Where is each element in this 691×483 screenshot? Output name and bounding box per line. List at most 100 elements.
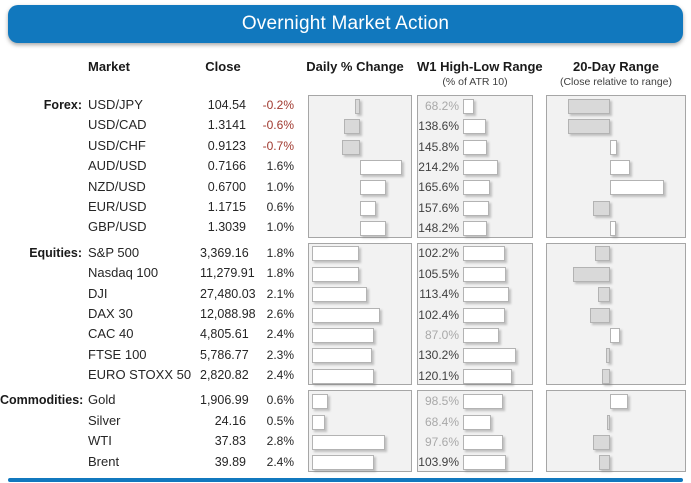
range-position-bar (609, 394, 629, 410)
close-value: 2,820.82 (200, 368, 249, 383)
w1-range-panel: 68.2% 138.6% 145.8% 214.2% 165.6% 157.6% 148.2… (417, 95, 533, 238)
daily-change-bar (312, 307, 380, 323)
range-position-bar (592, 200, 610, 216)
title-banner: Overnight Market Action (8, 5, 683, 43)
daily-pct-value: 2.3% (266, 347, 294, 362)
market-name: Silver (88, 412, 121, 428)
range-position-bar (567, 98, 610, 114)
market-table: Forex: USD/JPY 104.54 -0.2% USD/CAD 1.3141 -0.… (0, 95, 691, 477)
w1-range-value: 214.2% (418, 159, 459, 174)
section-label: Forex: (43, 98, 82, 112)
daily-pct-value: 2.6% (266, 306, 294, 321)
daily-pct-value: -0.6% (262, 118, 294, 133)
w1-range-value: 113.4% (419, 287, 459, 302)
market-name: DAX 30 (88, 305, 133, 321)
close-value: 27,480.03 (200, 286, 256, 301)
range-position-bar (609, 139, 618, 155)
daily-change-bar (312, 434, 385, 450)
daily-change-bar (312, 394, 328, 410)
daily-pct-value: 2.8% (266, 434, 294, 449)
column-header-20day-range: 20-Day Range (573, 59, 659, 74)
daily-change-bar (312, 246, 359, 262)
range-position-bar (602, 368, 610, 384)
section-label: Equities: (29, 245, 82, 260)
daily-change-panel (308, 95, 412, 238)
close-value: 104.54 (207, 98, 246, 112)
w1-range-value: 130.2% (418, 348, 459, 363)
w1-range-panel: 102.2% 105.5% 113.4% 102.4% 87.0% 130.2% 120.1… (417, 242, 533, 386)
w1-range-bar (463, 307, 505, 323)
close-value: 37.83 (214, 434, 246, 449)
column-subheader-20day: (Close relative to range) (559, 76, 673, 88)
daily-pct-value: 0.5% (266, 413, 294, 428)
market-name: DJI (88, 285, 108, 301)
close-value: 4,805.61 (200, 327, 249, 342)
daily-change-panel (308, 242, 412, 386)
market-name: FTSE 100 (88, 346, 147, 362)
w1-range-bar (463, 119, 486, 135)
w1-range-bar (463, 200, 489, 216)
w1-range-value: 102.4% (418, 307, 459, 322)
range-position-bar (592, 434, 610, 450)
w1-range-value: 68.2% (424, 98, 459, 113)
market-section: Forex: USD/JPY 104.54 -0.2% USD/CAD 1.3141 -0.… (0, 95, 691, 238)
market-name: WTI (88, 433, 112, 449)
range-position-bar (606, 348, 610, 364)
close-value: 1.1715 (207, 199, 246, 214)
market-name: USD/CHF (88, 137, 146, 153)
daily-change-bar (312, 455, 375, 471)
daily-pct-value: 1.8% (266, 245, 294, 260)
w1-range-bar (463, 394, 504, 410)
daily-change-bar (341, 139, 360, 155)
w1-range-bar (463, 328, 499, 344)
range-position-bar (599, 455, 610, 471)
column-headers: Market Close Daily % Change W1 High-Low … (0, 59, 691, 89)
daily-pct-value: 1.8% (266, 266, 294, 281)
daily-pct-value: 0.6% (266, 199, 294, 214)
w1-range-value: 68.4% (424, 414, 459, 429)
range-position-bar (609, 159, 630, 175)
20day-range-panel (546, 390, 686, 473)
page-title: Overnight Market Action (241, 13, 450, 34)
range-position-bar (609, 328, 621, 344)
range-position-bar (609, 180, 665, 196)
bottom-accent-bar (8, 478, 683, 482)
daily-pct-value: 1.6% (266, 159, 294, 174)
20day-range-panel (546, 95, 686, 238)
market-name: CAC 40 (88, 326, 134, 342)
market-section: Equities: S&P 500 3,369.16 1.8% Nasdaq 100 11… (0, 242, 691, 386)
w1-range-bar (463, 455, 506, 471)
w1-range-bar (463, 98, 475, 114)
market-name: Brent (88, 453, 120, 469)
20day-range-panel (546, 242, 686, 386)
column-subheader-w1-atr: (% of ATR 10) (442, 76, 508, 88)
range-position-bar (598, 287, 610, 303)
daily-pct-value: -0.2% (262, 98, 294, 112)
w1-range-bar (463, 246, 505, 262)
close-value: 11,279.91 (200, 266, 255, 281)
close-value: 1.3039 (207, 220, 246, 235)
w1-range-value: 120.1% (418, 368, 459, 383)
w1-range-value: 103.9% (418, 455, 459, 470)
daily-change-bar (360, 221, 386, 237)
w1-range-bar (463, 414, 492, 430)
market-name: Gold (88, 392, 116, 408)
close-value: 0.7166 (207, 159, 246, 174)
market-name: NZD/USD (88, 178, 146, 194)
close-value: 0.9123 (207, 138, 246, 153)
w1-range-bar (463, 287, 510, 303)
daily-change-bar (312, 266, 359, 282)
market-name: EURO STOXX 50 (88, 367, 192, 383)
w1-range-value: 138.6% (418, 119, 459, 134)
daily-pct-value: 0.6% (266, 393, 294, 408)
market-name: USD/CAD (88, 117, 147, 133)
market-name: AUD/USD (88, 158, 147, 174)
daily-change-bar (360, 159, 402, 175)
range-position-bar (609, 221, 616, 237)
daily-pct-value: 1.0% (266, 179, 294, 194)
market-section: Commodities: Gold 1,906.99 0.6% Silver 24.16 0… (0, 390, 691, 473)
w1-range-bar (463, 368, 513, 384)
w1-range-value: 105.5% (418, 266, 459, 281)
daily-pct-value: 2.4% (266, 454, 294, 469)
column-header-market: Market (88, 59, 130, 74)
